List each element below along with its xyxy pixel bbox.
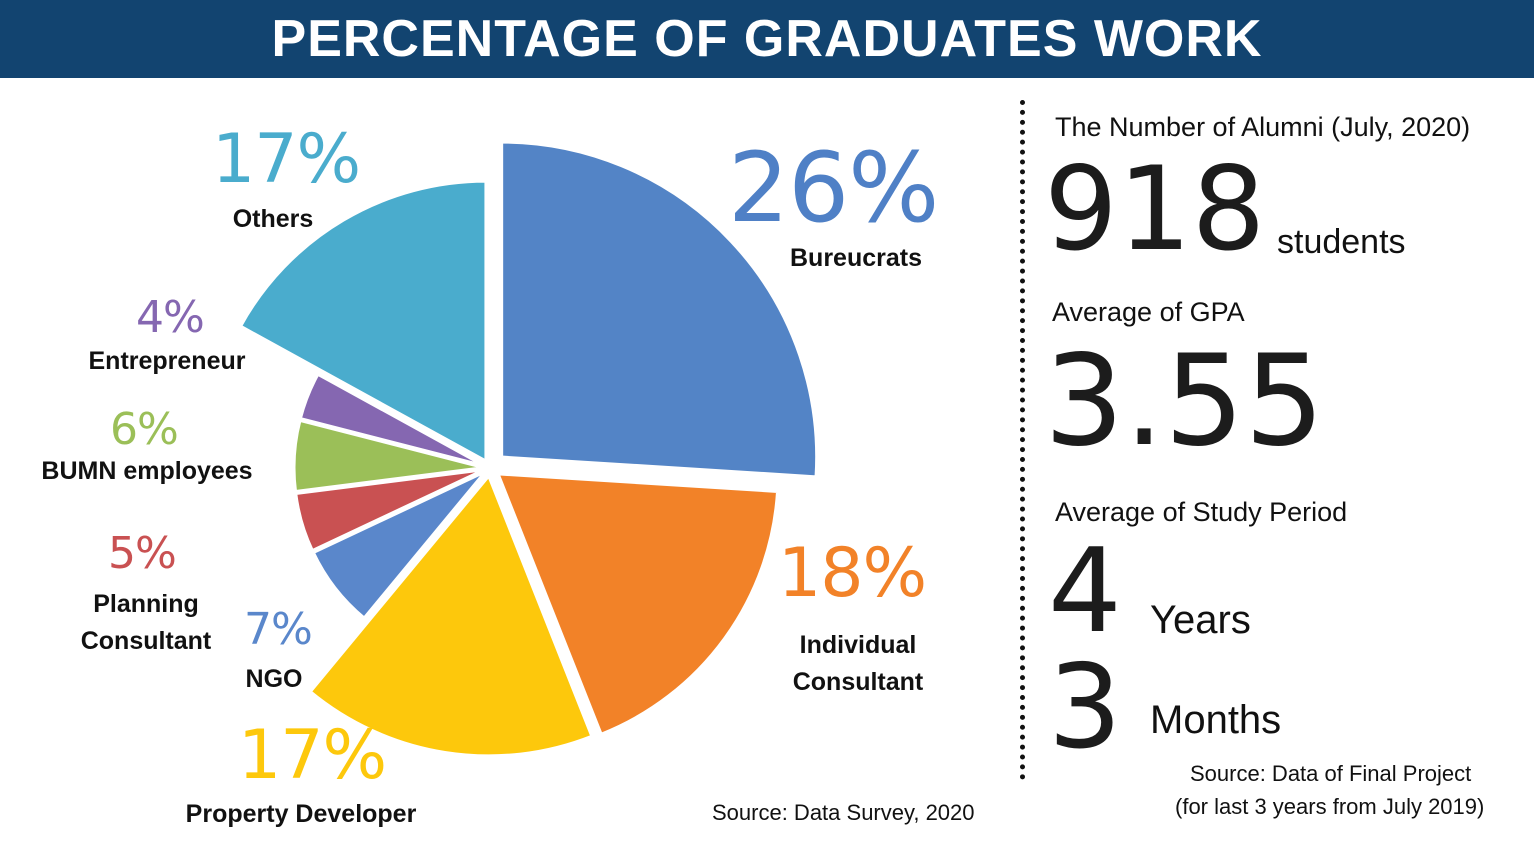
category-label-property-developer: Property Developer (150, 796, 452, 833)
category-label-ngo: NGO (234, 661, 314, 698)
gpa-value: 3.55 (1044, 338, 1325, 464)
category-label-individual-consultant: Individual Consultant (780, 627, 936, 701)
gpa-label: Average of GPA (1052, 297, 1245, 328)
pct-label-bureucrats: 26% (728, 140, 938, 236)
alumni-label: The Number of Alumni (July, 2020) (1055, 112, 1470, 143)
stats-source-line1: Source: Data of Final Project (1190, 761, 1471, 787)
category-label-planning-consultant: Planning Consultant (70, 586, 222, 660)
years-value: 4 (1048, 534, 1122, 650)
pct-label-individual-consultant: 18% (778, 540, 926, 608)
pct-label-planning-consultant: 5% (108, 532, 176, 576)
pct-label-ngo: 7% (244, 608, 312, 652)
months-unit: Months (1150, 698, 1281, 743)
alumni-value: 918 (1044, 152, 1265, 268)
pct-label-entrepreneur: 4% (136, 296, 204, 340)
months-value: 3 (1048, 650, 1122, 766)
stats-source-line2: (for last 3 years from July 2019) (1175, 794, 1484, 820)
pct-label-property-developer: 17% (238, 722, 386, 790)
chart-source: Source: Data Survey, 2020 (712, 800, 975, 826)
alumni-unit: students (1277, 223, 1406, 262)
category-label-others: Others (212, 201, 334, 238)
dotted-divider (1020, 100, 1025, 780)
years-unit: Years (1150, 598, 1251, 643)
category-label-bumn-employees: BUMN employees (24, 453, 270, 490)
category-label-bureucrats: Bureucrats (770, 240, 942, 277)
pct-label-others: 17% (212, 126, 360, 194)
pct-label-bumn-employees: 6% (110, 408, 178, 452)
category-label-entrepreneur: Entrepreneur (72, 343, 262, 380)
